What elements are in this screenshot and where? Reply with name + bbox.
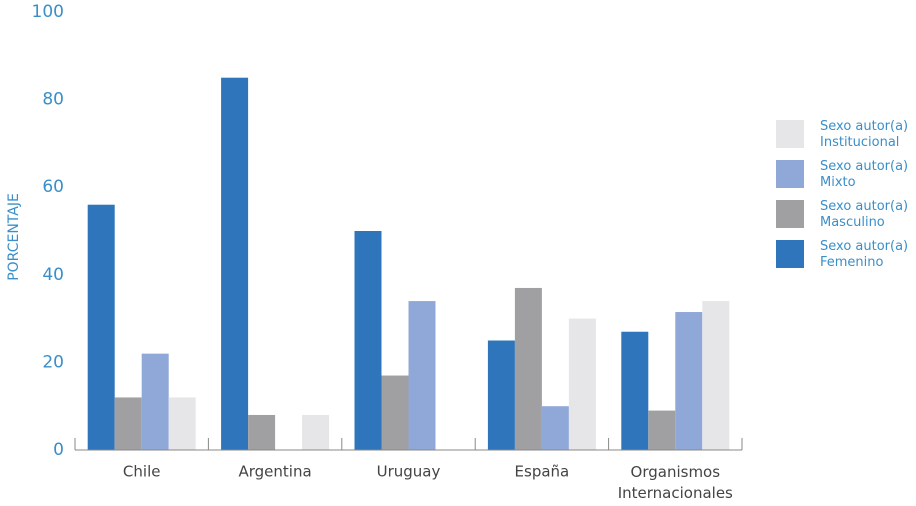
bar: [354, 231, 382, 450]
y-tick-label: 60: [42, 177, 64, 197]
x-tick-label: España: [515, 463, 570, 481]
y-axis-label: PORCENTAJE: [6, 193, 22, 281]
bar: [221, 77, 249, 450]
bar: [141, 353, 169, 450]
legend-swatch: [776, 200, 804, 228]
bar: [568, 318, 596, 450]
x-tick-label: Uruguay: [377, 463, 441, 481]
bar: [87, 204, 115, 450]
bar: [381, 375, 409, 450]
y-tick-label: 0: [53, 440, 64, 460]
bar: [168, 397, 196, 450]
bar: [621, 331, 649, 450]
bar: [302, 414, 330, 450]
legend-label: Sexo autor(a) Mixto: [820, 159, 908, 190]
bar: [675, 312, 703, 450]
bar: [514, 287, 542, 450]
bar: [248, 414, 276, 450]
bar: [487, 340, 515, 450]
legend-label: Sexo autor(a) Femenino: [820, 239, 908, 270]
y-tick-label: 100: [32, 2, 64, 22]
y-tick-label: 40: [42, 265, 64, 285]
y-tick-label: 20: [42, 352, 64, 372]
legend-swatch: [776, 160, 804, 188]
bar: [702, 301, 730, 450]
bar: [408, 301, 436, 450]
legend-swatch: [776, 240, 804, 268]
x-tick-label: Argentina: [239, 463, 312, 481]
bar: [541, 406, 569, 450]
y-tick-label: 80: [42, 90, 64, 110]
x-tick-label: Organismos Internacionales: [618, 463, 733, 502]
bar: [114, 397, 142, 450]
legend-label: Sexo autor(a) Institucional: [820, 119, 908, 150]
x-tick-label: Chile: [123, 463, 161, 481]
legend-swatch: [776, 120, 804, 148]
legend-label: Sexo autor(a) Masculino: [820, 199, 908, 230]
bar: [648, 410, 676, 450]
